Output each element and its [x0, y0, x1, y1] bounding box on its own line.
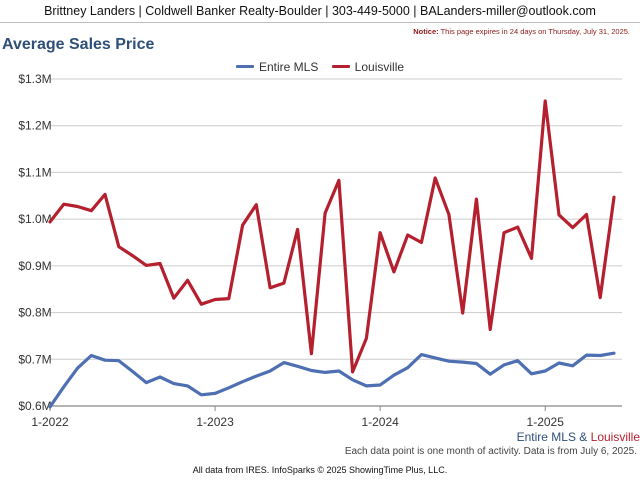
legend-item-entire-mls[interactable]: Entire MLS — [235, 59, 319, 74]
chart-title: Average Sales Price — [2, 36, 155, 53]
series-line-louisville — [48, 99, 616, 374]
data-caption: Each data point is one month of activity… — [344, 446, 637, 457]
y-tick-label: $1.0M — [18, 212, 51, 226]
legend-swatch-louisville — [331, 65, 350, 68]
series-note-louisville: Louisville — [590, 430, 640, 444]
series-note: Entire MLS & Louisville — [517, 430, 640, 444]
x-tick-label: 1-2023 — [196, 415, 234, 429]
series-note-ampersand: & — [575, 430, 591, 444]
legend-label-entire-mls: Entire MLS — [258, 59, 319, 74]
legend-swatch-entire-mls — [235, 65, 254, 68]
y-tick-label: $0.7M — [18, 352, 51, 366]
legend-label-louisville: Louisville — [354, 59, 405, 74]
y-tick-label: $1.1M — [18, 165, 51, 179]
y-tick-label: $0.6M — [18, 399, 51, 413]
legend-item-louisville[interactable]: Louisville — [331, 59, 405, 74]
series-line-entire-mls — [48, 351, 616, 409]
series-note-entire-mls: Entire MLS — [516, 430, 576, 444]
x-tick-label: 1-2024 — [361, 415, 399, 429]
notice-text: This page expires in 24 days on Thursday… — [440, 27, 630, 36]
y-tick-label: $0.8M — [18, 306, 51, 320]
agent-contact-header: Brittney Landers | Coldwell Banker Realt… — [0, 0, 640, 23]
x-tick-label: 1-2025 — [527, 415, 565, 429]
y-tick-label: $0.9M — [18, 259, 51, 273]
expiry-notice: Notice: This page expires in 24 days on … — [413, 27, 630, 36]
x-tick-label: 1-2022 — [31, 415, 69, 429]
y-tick-label: $1.3M — [18, 72, 51, 86]
y-tick-label: $1.2M — [18, 119, 51, 133]
notice-label: Notice: — [413, 27, 439, 36]
data-attribution: All data from IRES. InfoSparks © 2025 Sh… — [192, 465, 448, 475]
chart-legend: Entire MLS Louisville — [0, 57, 640, 74]
